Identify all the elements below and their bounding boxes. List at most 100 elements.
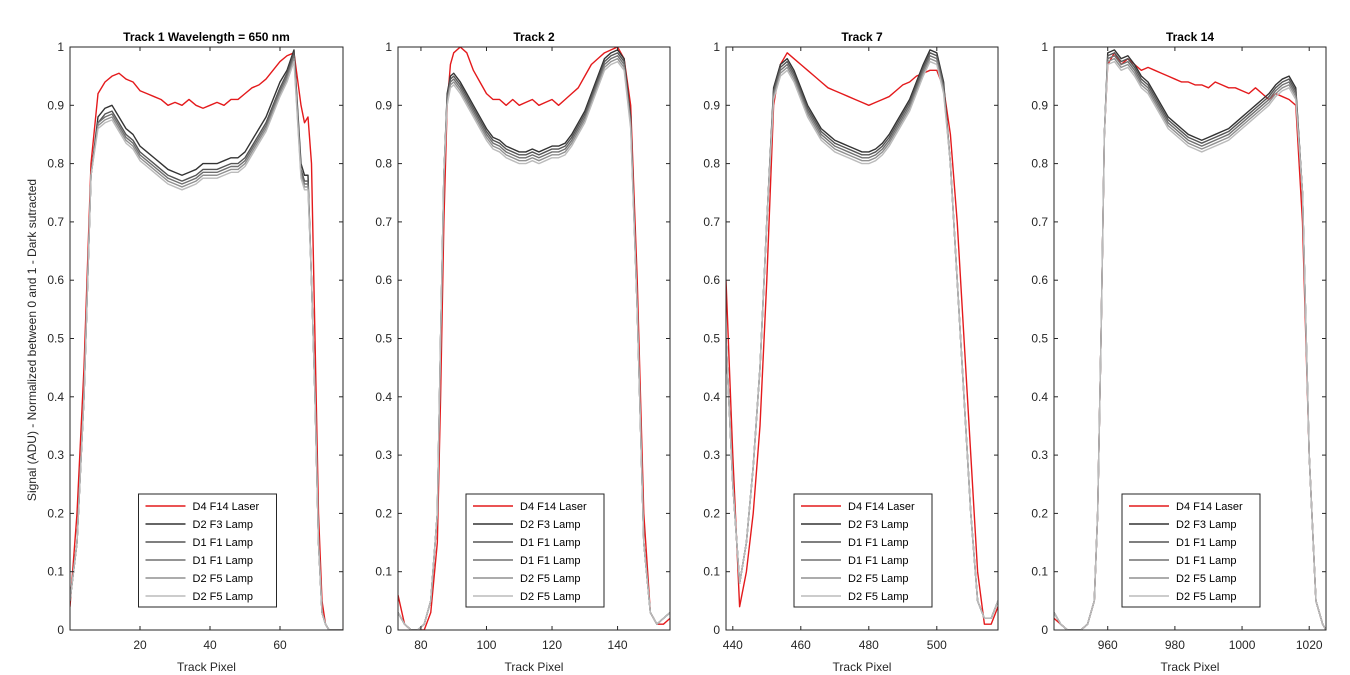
- x-axis-label: Track Pixel: [505, 660, 564, 674]
- y-tick-label: 0.3: [1031, 448, 1048, 462]
- y-tick-label: 0: [713, 623, 720, 637]
- y-tick-label: 0.2: [703, 506, 720, 520]
- x-tick-label: 80: [414, 638, 428, 652]
- legend-entry-label: D2 F5 Lamp: [848, 591, 909, 603]
- y-tick-label: 0.2: [1031, 506, 1048, 520]
- y-tick-label: 0.3: [703, 448, 720, 462]
- y-tick-label: 0.6: [1031, 273, 1048, 287]
- y-tick-label: 0.2: [375, 506, 392, 520]
- legend-entry-label: D4 F14 Laser: [1176, 501, 1243, 513]
- legend-entry-label: D2 F3 Lamp: [520, 519, 581, 531]
- legend-box: [465, 493, 605, 608]
- legend-entry-label: D2 F5 Lamp: [1176, 591, 1237, 603]
- legend-box: [138, 493, 277, 608]
- legend-entry-label: D2 F5 Lamp: [193, 591, 254, 603]
- legend: D4 F14 Laser D2 F3 Lamp D1 F1 Lamp D1 F1 La…: [793, 493, 933, 608]
- y-tick-label: 0: [1041, 623, 1048, 637]
- legend-entry-label: D2 F3 Lamp: [848, 519, 909, 531]
- x-tick-label: 120: [542, 638, 562, 652]
- y-tick-label: 0.4: [703, 390, 720, 404]
- y-tick-label: 0.9: [47, 98, 64, 112]
- y-tick-label: 0.4: [1031, 390, 1048, 404]
- chart-panel-3: 0 0.1 0.2 0.3 0.4 0.5 0.6 0.7 0.8 0.9 1 440 460 480 50…: [703, 30, 999, 674]
- y-tick-label: 0.5: [703, 332, 720, 346]
- y-tick-label: 0.2: [47, 506, 64, 520]
- series-line: [726, 60, 998, 620]
- legend-entry-label: D4 F14 Laser: [520, 501, 587, 513]
- legend-entry-label: D1 F1 Lamp: [193, 537, 254, 549]
- series-group: [70, 49, 343, 630]
- series-line: [70, 60, 343, 630]
- x-tick-label: 480: [859, 638, 879, 652]
- legend-entry-label: D1 F1 Lamp: [520, 555, 581, 567]
- x-tick-label: 140: [608, 638, 628, 652]
- x-axis-label: Track Pixel: [833, 660, 892, 674]
- y-tick-label: 0.5: [375, 332, 392, 346]
- y-tick-label: 1: [57, 40, 64, 54]
- y-tick-label: 0.4: [47, 390, 64, 404]
- y-tick-label: 0.7: [47, 215, 64, 229]
- x-tick-label: 40: [203, 638, 217, 652]
- y-axis-label: Signal (ADU) - Normalized between 0 and …: [25, 179, 39, 501]
- legend: D4 F14 Laser D2 F3 Lamp D1 F1 Lamp D1 F1 La…: [138, 493, 277, 608]
- legend-entry-label: D1 F1 Lamp: [520, 537, 581, 549]
- y-tick-label: 0.8: [47, 157, 64, 171]
- y-tick-label: 0.3: [47, 448, 64, 462]
- y-tick-label: 0.8: [1031, 157, 1048, 171]
- y-tick-label: 0.4: [375, 390, 392, 404]
- legend-entry-label: D2 F5 Lamp: [848, 573, 909, 585]
- legend-entry-label: D2 F3 Lamp: [193, 519, 254, 531]
- chart-panel-4: 0 0.1 0.2 0.3 0.4 0.5 0.6 0.7 0.8 0.9 1 960 980 1000 1…: [1031, 30, 1327, 674]
- legend-entry-label: D1 F1 Lamp: [848, 555, 909, 567]
- chart-title: Track 1 Wavelength = 650 nm: [123, 30, 290, 44]
- y-tick-label: 0.5: [47, 332, 64, 346]
- chart-title: Track 2: [513, 30, 555, 44]
- chart-panel-2: 0 0.1 0.2 0.3 0.4 0.5 0.6 0.7 0.8 0.9 1 80 100 120 140…: [375, 30, 671, 674]
- x-axis-label: Track Pixel: [177, 660, 236, 674]
- y-tick-label: 0.5: [1031, 332, 1048, 346]
- chart-title: Track 14: [1166, 30, 1214, 44]
- legend-entry-label: D2 F5 Lamp: [193, 573, 254, 585]
- y-tick-label: 0.8: [375, 157, 392, 171]
- x-tick-label: 100: [476, 638, 496, 652]
- series-line: [726, 52, 998, 625]
- y-tick-label: 1: [713, 40, 720, 54]
- y-tick-label: 0.9: [1031, 98, 1048, 112]
- legend: D4 F14 Laser D2 F3 Lamp D1 F1 Lamp D1 F1 La…: [465, 493, 605, 608]
- y-tick-label: 0.9: [703, 98, 720, 112]
- y-tick-label: 0.7: [375, 215, 392, 229]
- series-group: [398, 47, 670, 630]
- legend: D4 F14 Laser D2 F3 Lamp D1 F1 Lamp D1 F1 La…: [1121, 493, 1261, 608]
- series-line: [70, 52, 343, 630]
- y-tick-label: 0.1: [375, 565, 392, 579]
- y-tick-label: 0.7: [703, 215, 720, 229]
- legend-entry-label: D4 F14 Laser: [848, 501, 915, 513]
- x-tick-label: 1020: [1296, 638, 1323, 652]
- legend-entry-label: D2 F3 Lamp: [1176, 519, 1237, 531]
- legend-entry-label: D2 F5 Lamp: [520, 573, 581, 585]
- legend-entry-label: D1 F1 Lamp: [1176, 555, 1237, 567]
- y-tick-label: 1: [385, 40, 392, 54]
- y-tick-label: 0.6: [47, 273, 64, 287]
- legend-entry-label: D1 F1 Lamp: [193, 555, 254, 567]
- y-tick-label: 0.7: [1031, 215, 1048, 229]
- legend-entry-label: D1 F1 Lamp: [1176, 537, 1237, 549]
- x-tick-label: 460: [791, 638, 811, 652]
- x-tick-label: 500: [927, 638, 947, 652]
- x-tick-label: 960: [1098, 638, 1118, 652]
- y-tick-label: 0.1: [703, 565, 720, 579]
- series-line: [398, 60, 670, 630]
- series-group: [726, 49, 998, 625]
- y-tick-label: 0.6: [375, 273, 392, 287]
- legend-entry-label: D4 F14 Laser: [193, 501, 260, 513]
- legend-entry-label: D1 F1 Lamp: [848, 537, 909, 549]
- legend-box: [793, 493, 933, 608]
- x-tick-label: 440: [723, 638, 743, 652]
- x-tick-label: 980: [1165, 638, 1185, 652]
- y-tick-label: 1: [1041, 40, 1048, 54]
- x-axis-label: Track Pixel: [1161, 660, 1220, 674]
- y-tick-label: 0: [57, 623, 64, 637]
- chart-title: Track 7: [841, 30, 883, 44]
- x-tick-label: 20: [133, 638, 147, 652]
